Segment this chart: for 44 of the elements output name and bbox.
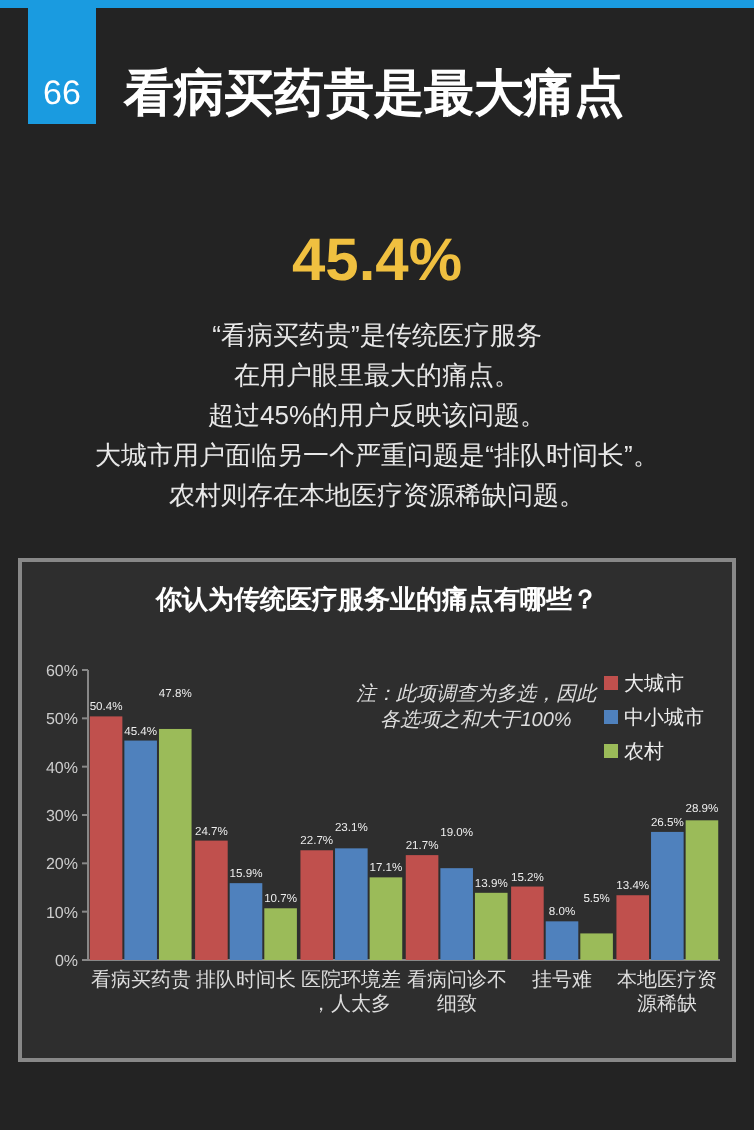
x-tick-label: 挂号难 [532, 968, 592, 992]
bar [124, 740, 157, 960]
text: 45.4% [291, 228, 463, 294]
x-tick-label: 医院环境差，人太多 [301, 968, 402, 1016]
bar [405, 855, 439, 960]
text: 在用户眼里最大的痛点。 [234, 360, 520, 390]
text: 66 [43, 74, 81, 112]
text: 农村则存在本地医疗资源稀缺问题。 [169, 480, 585, 510]
bar [195, 840, 228, 960]
y-tick-label: 10% [45, 903, 78, 922]
annotation: 注：此项调查为多选，因此各选项之和大于100% [356, 682, 598, 732]
y-tick-label: 40% [45, 758, 78, 777]
x-tick-label: 排队时间长 [196, 968, 296, 992]
x-tick-label: 本地医疗资源稀缺 [617, 968, 718, 1016]
bar [300, 850, 334, 960]
bar [229, 883, 263, 960]
text: “看病买药贵”是传统医疗服务 [212, 320, 542, 350]
chart-title: 看病买药贵是最大痛点 [122, 66, 624, 122]
bar [440, 868, 473, 960]
bar [158, 728, 192, 960]
y-tick-label: 50% [45, 710, 78, 729]
y-tick-label: 60% [45, 662, 78, 680]
text: 超过45%的用户反映该问题。 [207, 400, 547, 430]
y-tick-label: 0% [54, 952, 78, 970]
x-tick-label: 看病买药贵 [90, 968, 191, 992]
bar [685, 820, 719, 960]
chart-subtitle: 你认为传统医疗服务业的痛点有哪些？ [154, 584, 598, 614]
bar [580, 933, 613, 960]
bar [616, 895, 650, 960]
legend-label: 大城市 [624, 672, 684, 696]
bar [545, 921, 579, 960]
bar [335, 848, 368, 960]
legend-label: 中小城市 [624, 706, 704, 730]
x-tick-label: 看病问诊不细致 [406, 968, 507, 1016]
y-tick-label: 20% [45, 855, 78, 874]
text: 大城市用户面临另一个严重问题是“排队时间长”。 [95, 440, 659, 470]
bar [264, 908, 297, 960]
bar [89, 716, 123, 960]
bar [474, 892, 508, 960]
y-tick-label: 30% [45, 807, 78, 825]
bar [651, 831, 684, 960]
legend-label: 农村 [624, 740, 664, 764]
bar [511, 886, 544, 960]
bar [369, 877, 403, 960]
